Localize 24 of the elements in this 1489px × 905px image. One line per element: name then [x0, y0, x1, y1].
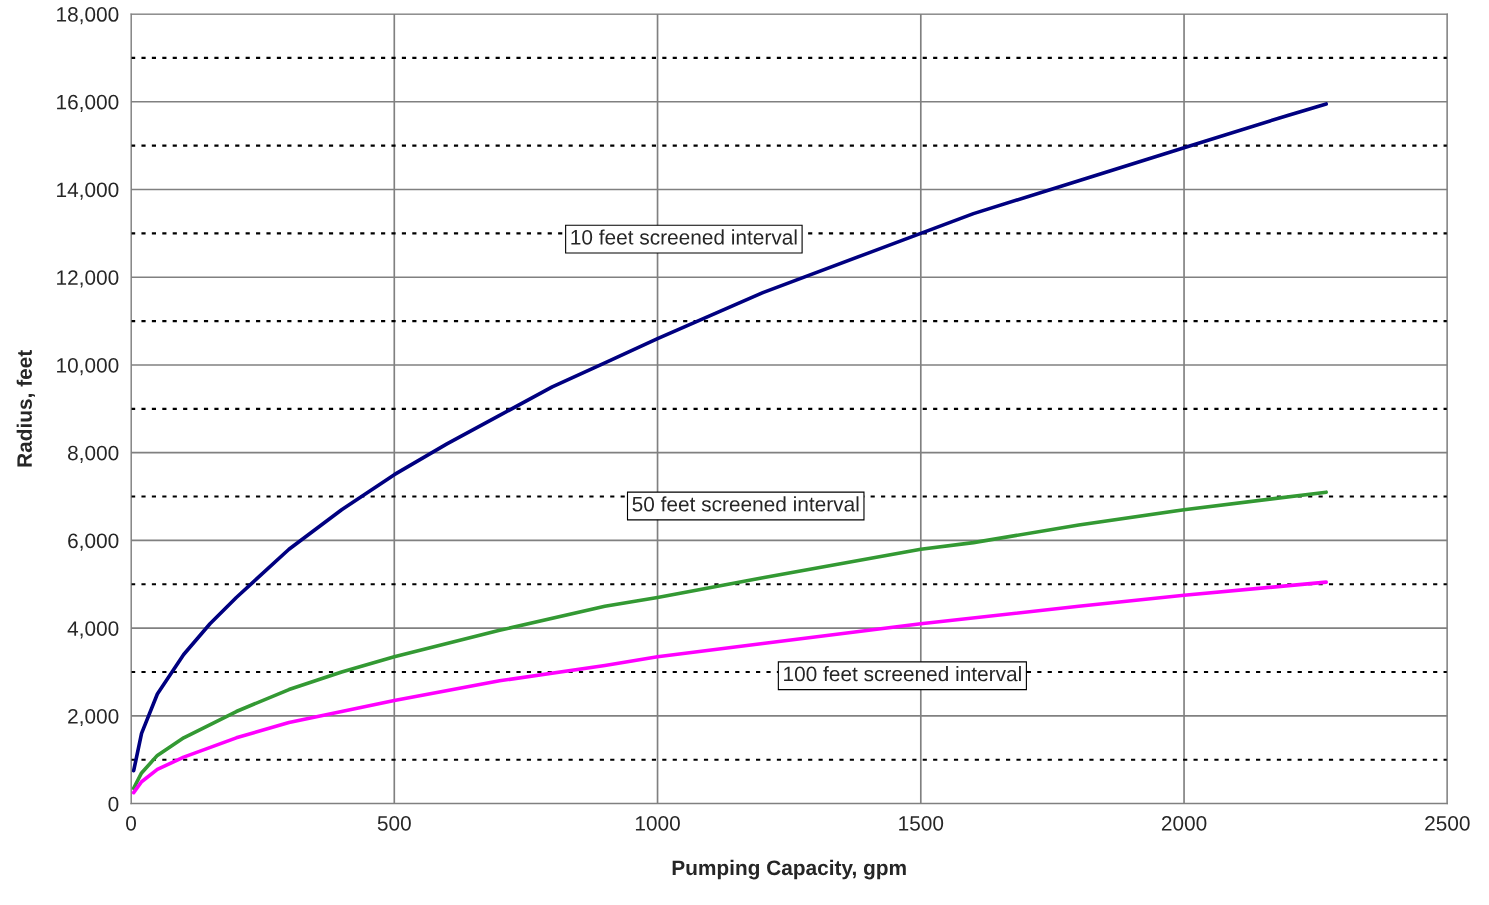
y-tick-label: 12,000: [57, 270, 119, 288]
x-axis-title: Pumping Capacity, gpm: [672, 859, 906, 880]
y-tick-label: 4,000: [67, 621, 119, 639]
y-tick-label: 14,000: [57, 182, 119, 200]
x-tick-label: 0: [126, 816, 137, 831]
x-tick-label: 1000: [635, 816, 680, 831]
line-series: [131, 580, 1329, 795]
x-tick-label: 1500: [899, 816, 944, 831]
y-tick-label: 0: [108, 796, 119, 812]
line-series: [131, 490, 1329, 791]
series-label: 100 feet screened interval: [784, 666, 1021, 682]
y-axis-title: Radius, feet: [16, 350, 35, 467]
y-tick-label: 6,000: [68, 533, 119, 551]
series-label: 10 feet screened interval: [571, 229, 797, 245]
y-tick-label: 16,000: [57, 94, 119, 112]
line-series: [131, 102, 1329, 773]
y-tick-label: 2,000: [68, 708, 119, 727]
y-tick-label: 10,000: [57, 357, 119, 376]
text: 50 feet screened interval: [632, 496, 859, 512]
x-tick-label: 2000: [1161, 816, 1207, 831]
y-tick-label: 18,000: [57, 7, 119, 25]
y-tick-label: 8,000: [68, 445, 119, 463]
x-tick-label: 500: [377, 816, 411, 831]
x-tick-label: 2500: [1425, 816, 1470, 831]
